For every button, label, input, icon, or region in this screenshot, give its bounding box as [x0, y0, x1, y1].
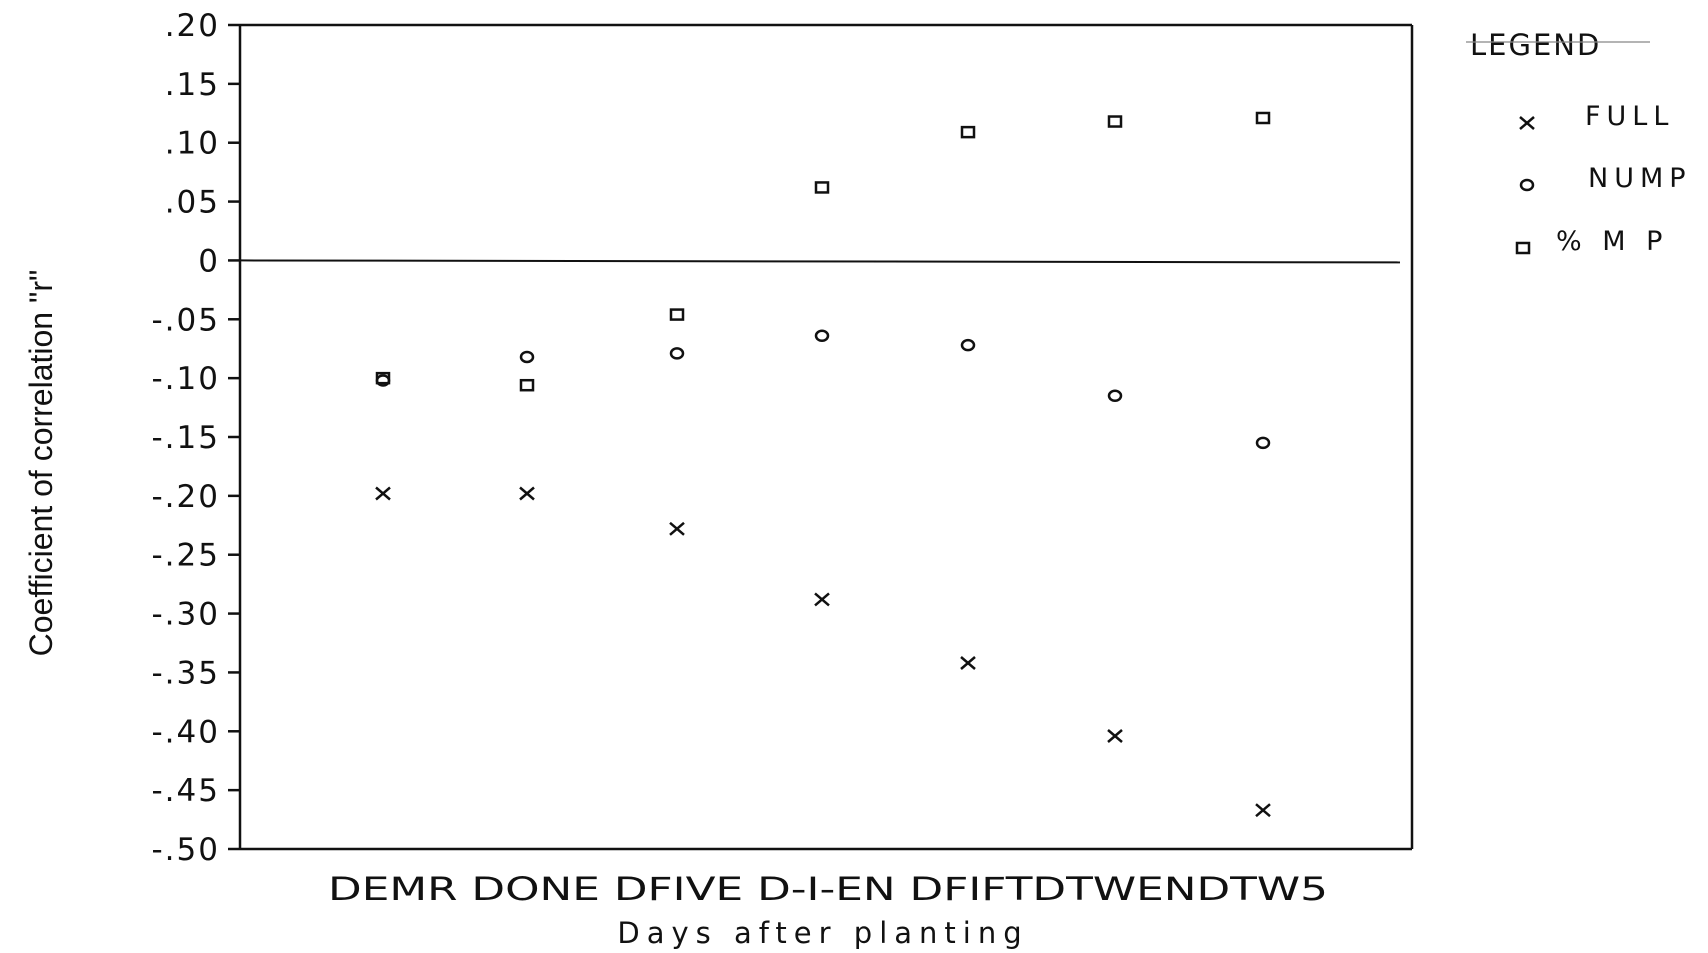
- legend-entry-label: % M P: [1556, 226, 1668, 257]
- data-point-circle: [519, 350, 535, 364]
- data-point-square: [375, 371, 391, 385]
- y-tick-label: -.20: [152, 479, 221, 515]
- y-tick-label: 0: [198, 243, 220, 279]
- x-category-labels: DEMR DONE DFIVE D-I-EN DFIFTDTWENDTW5: [328, 870, 1328, 908]
- y-tick-label: -.25: [152, 538, 221, 574]
- y-tick-label: .05: [165, 185, 220, 221]
- data-point-x: [519, 486, 535, 501]
- data-point-circle: [669, 347, 685, 360]
- y-tick-label: -.45: [152, 773, 221, 809]
- x-axis-categories: DEMR DONE DFIVE D-I-EN DFIFTDTWENDTW5: [328, 870, 1328, 908]
- y-tick-label: -.05: [152, 302, 221, 338]
- data-point-circle: [1107, 389, 1123, 403]
- data-point-square: [960, 125, 976, 139]
- legend-entry-label: NUMP: [1588, 163, 1692, 194]
- data-marks: [375, 111, 1271, 818]
- y-tick-label: -.15: [152, 420, 221, 456]
- y-tick-label: .15: [165, 67, 220, 103]
- data-point-circle: [814, 329, 830, 343]
- x-axis-label: Days after planting: [617, 916, 1028, 950]
- data-point-circle: [960, 338, 976, 352]
- data-point-circle: [1519, 178, 1535, 192]
- plot-frame: [238, 23, 1414, 851]
- y-tick-label: .10: [165, 126, 220, 162]
- data-point-x: [375, 486, 391, 501]
- data-point-x: [960, 656, 976, 670]
- data-point-square: [519, 378, 535, 392]
- data-point-square: [1255, 111, 1271, 125]
- data-point-x: [1255, 803, 1271, 818]
- legend-title: LEGEND: [1470, 28, 1601, 62]
- y-tick-label: -.40: [152, 714, 221, 750]
- y-tick-label: .20: [165, 8, 220, 44]
- data-point-circle: [1255, 436, 1271, 450]
- data-point-square: [814, 181, 830, 194]
- y-axis-ticks: .20 .15 .10 .05 0 -.05 -.10 -.15 -.20 -.25 -.30 -.3…: [152, 8, 240, 868]
- data-point-x: [1107, 729, 1123, 743]
- y-tick-label: -.10: [152, 361, 221, 397]
- y-axis-label: Coefficient of correlation "r": [23, 270, 59, 657]
- y-tick-label: -.30: [152, 597, 221, 633]
- data-point-x: [1519, 116, 1535, 130]
- data-point-square: [669, 308, 685, 321]
- data-point-square: [1515, 241, 1531, 255]
- zero-reference-line: [239, 259, 1401, 264]
- legend: LEGEND FULL NUMP % M P: [1466, 28, 1692, 257]
- legend-entry-label: FULL: [1585, 101, 1674, 132]
- data-point-x: [814, 592, 830, 607]
- y-tick-label: -.50: [152, 832, 221, 868]
- y-tick-label: -.35: [152, 655, 221, 691]
- data-point-square: [1107, 115, 1123, 128]
- data-point-x: [669, 521, 685, 536]
